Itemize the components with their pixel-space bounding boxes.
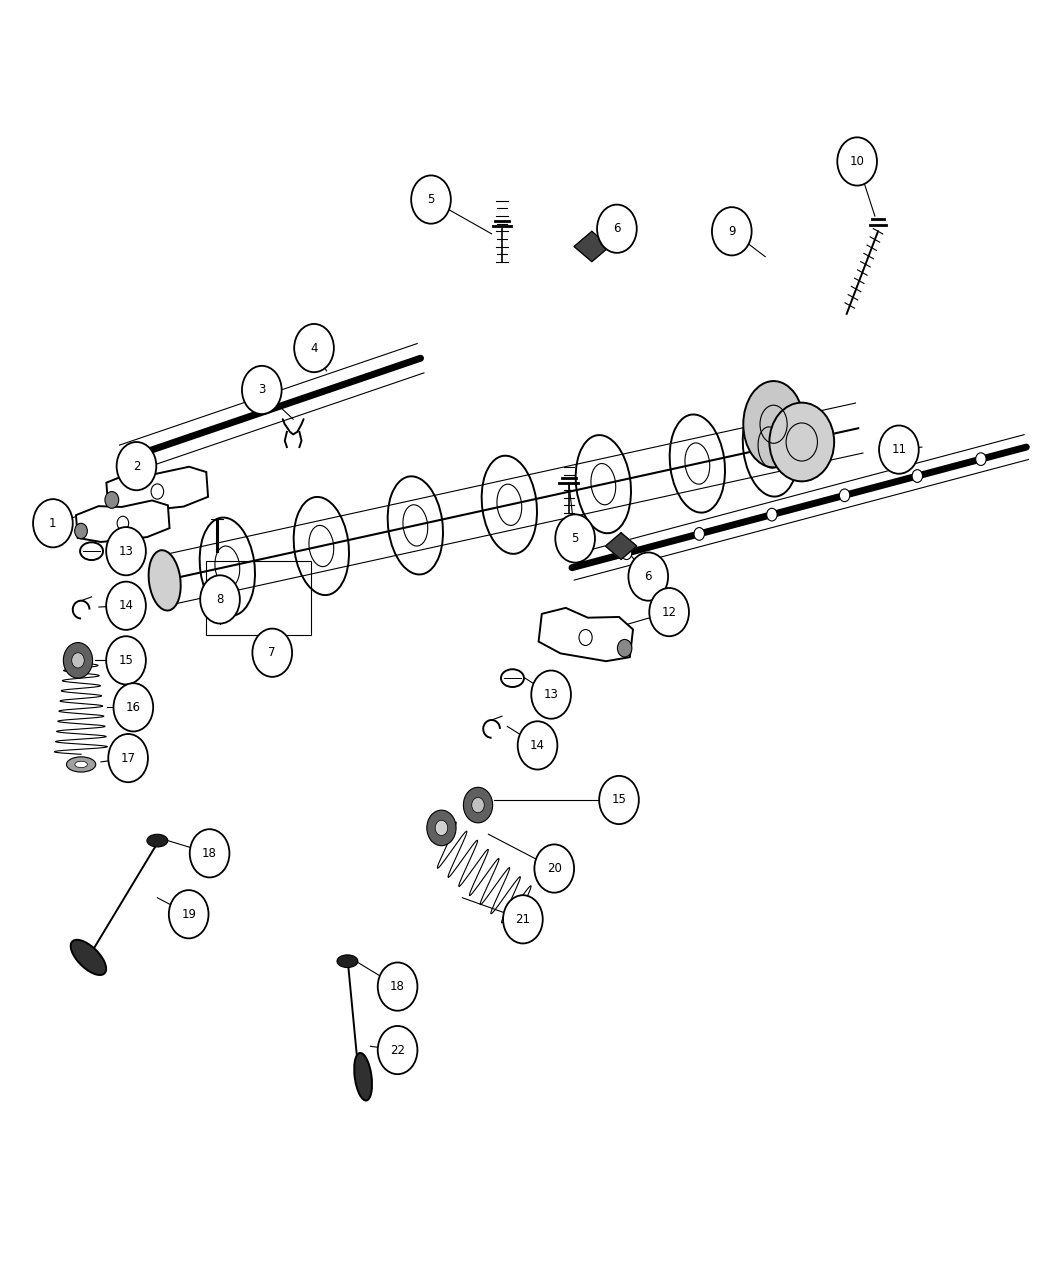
- Circle shape: [105, 492, 119, 509]
- Text: 11: 11: [891, 444, 906, 456]
- Text: 20: 20: [547, 862, 562, 875]
- Circle shape: [412, 176, 450, 223]
- Circle shape: [106, 527, 146, 575]
- Text: 14: 14: [119, 599, 133, 612]
- Ellipse shape: [743, 381, 804, 468]
- Circle shape: [117, 442, 156, 491]
- Circle shape: [531, 671, 571, 719]
- Circle shape: [294, 324, 334, 372]
- Ellipse shape: [149, 551, 181, 611]
- Circle shape: [534, 844, 574, 892]
- Text: 8: 8: [216, 593, 224, 606]
- Circle shape: [106, 581, 146, 630]
- Text: 4: 4: [310, 342, 318, 354]
- Text: 16: 16: [126, 701, 141, 714]
- Ellipse shape: [70, 940, 106, 975]
- Text: 6: 6: [613, 222, 621, 236]
- Circle shape: [879, 426, 919, 474]
- Circle shape: [503, 895, 543, 944]
- Circle shape: [426, 810, 456, 845]
- Circle shape: [252, 629, 292, 677]
- Circle shape: [169, 890, 209, 938]
- Text: 14: 14: [530, 740, 545, 752]
- Circle shape: [113, 683, 153, 732]
- Circle shape: [555, 514, 595, 562]
- Ellipse shape: [66, 757, 96, 773]
- Circle shape: [837, 138, 877, 186]
- Text: 15: 15: [119, 654, 133, 667]
- Ellipse shape: [354, 1053, 372, 1100]
- Circle shape: [694, 528, 705, 541]
- Circle shape: [378, 963, 418, 1011]
- Text: 18: 18: [391, 980, 405, 993]
- Circle shape: [471, 797, 484, 812]
- Circle shape: [600, 776, 638, 824]
- Circle shape: [622, 547, 632, 560]
- Text: 5: 5: [427, 193, 435, 207]
- Circle shape: [435, 820, 447, 835]
- Circle shape: [378, 1026, 418, 1075]
- Text: 15: 15: [611, 793, 627, 807]
- Circle shape: [712, 207, 752, 255]
- Text: 19: 19: [182, 908, 196, 921]
- Circle shape: [106, 636, 146, 685]
- Text: 22: 22: [391, 1043, 405, 1057]
- Ellipse shape: [518, 904, 540, 926]
- Circle shape: [71, 653, 84, 668]
- Ellipse shape: [337, 955, 358, 968]
- Ellipse shape: [770, 403, 834, 482]
- Text: 5: 5: [571, 532, 579, 544]
- Polygon shape: [606, 533, 636, 560]
- Circle shape: [75, 523, 87, 539]
- Text: 9: 9: [728, 224, 736, 237]
- Ellipse shape: [524, 910, 533, 919]
- Circle shape: [463, 787, 492, 822]
- Circle shape: [63, 643, 92, 678]
- Text: 12: 12: [662, 606, 676, 618]
- Circle shape: [628, 552, 668, 601]
- Text: 7: 7: [269, 646, 276, 659]
- Text: 17: 17: [121, 751, 135, 765]
- Ellipse shape: [75, 761, 87, 768]
- Polygon shape: [106, 467, 208, 511]
- Circle shape: [597, 204, 636, 252]
- Text: 6: 6: [645, 570, 652, 583]
- Text: 2: 2: [132, 459, 141, 473]
- Ellipse shape: [147, 834, 168, 847]
- Bar: [207, 561, 311, 635]
- Circle shape: [649, 588, 689, 636]
- Text: 13: 13: [119, 544, 133, 557]
- Text: 13: 13: [544, 688, 559, 701]
- Circle shape: [518, 722, 558, 770]
- Circle shape: [108, 734, 148, 783]
- Circle shape: [975, 453, 986, 465]
- Polygon shape: [574, 231, 610, 261]
- Text: 3: 3: [258, 384, 266, 397]
- Polygon shape: [539, 608, 633, 662]
- Text: 18: 18: [203, 847, 217, 859]
- Circle shape: [766, 509, 777, 521]
- Polygon shape: [76, 501, 169, 542]
- Circle shape: [242, 366, 281, 414]
- Circle shape: [33, 499, 72, 547]
- Circle shape: [912, 469, 923, 482]
- Text: 1: 1: [49, 516, 57, 529]
- Circle shape: [617, 640, 632, 657]
- Text: 10: 10: [849, 156, 864, 168]
- Circle shape: [839, 490, 849, 501]
- Circle shape: [201, 575, 239, 623]
- Circle shape: [190, 829, 229, 877]
- Text: 21: 21: [516, 913, 530, 926]
